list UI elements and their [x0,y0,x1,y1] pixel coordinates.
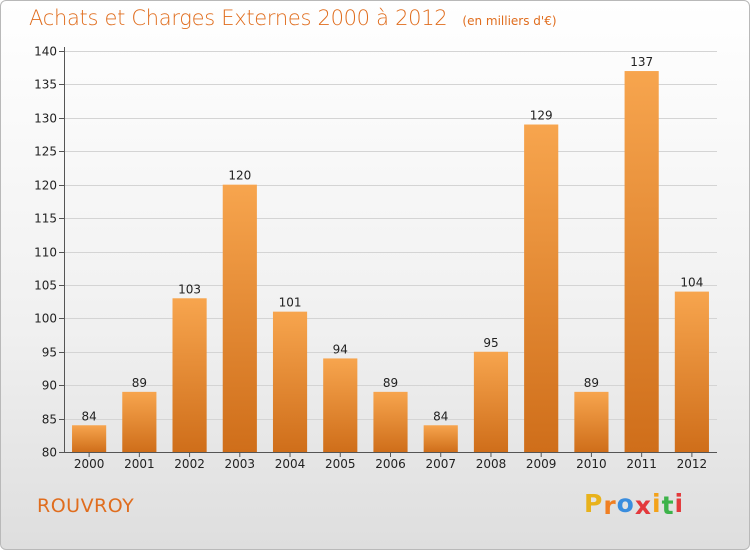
bar-value-label-2004: 101 [279,296,302,310]
bar-2001 [122,391,157,452]
x-tick-label-2010: 2010 [576,457,607,471]
x-tick-label-2002: 2002 [174,457,205,471]
x-tick-label-2009: 2009 [526,457,557,471]
bar-2009 [524,124,559,453]
bar-value-label-2001: 89 [132,376,147,390]
y-tick-label-90: 90 [42,379,57,393]
bar-value-label-2006: 89 [383,376,398,390]
y-tick-label-140: 140 [34,45,57,59]
bar-2005 [323,358,358,452]
logo-letter: x [634,491,652,520]
chart-title: Achats et Charges Externes 2000 à 2012 (… [29,6,557,30]
bar-value-label-2012: 104 [680,276,703,290]
bar-2000 [72,425,107,452]
logo-letter: i [674,489,685,518]
bar-2011 [624,71,659,453]
bar-2004 [272,311,308,452]
bar-2003 [222,184,257,452]
x-tick-label-2000: 2000 [74,457,105,471]
logo-letter: o [616,489,635,518]
x-tick-label-2005: 2005 [325,457,356,471]
y-tick-label-105: 105 [34,279,57,293]
bar-2012 [674,291,709,452]
x-tick-label-2006: 2006 [375,457,406,471]
x-tick-label-2007: 2007 [425,457,456,471]
bar-value-label-2008: 95 [483,336,498,350]
y-tick-label-120: 120 [34,179,57,193]
bar-value-label-2010: 89 [584,376,599,390]
bar-2008 [473,351,509,452]
bar-2007 [423,425,458,452]
y-tick-label-100: 100 [34,312,57,326]
bar-2006 [373,391,408,452]
x-tick-label-2011: 2011 [626,457,657,471]
bar-value-label-2000: 84 [81,409,96,423]
bar-value-label-2009: 129 [530,109,553,123]
x-tick-label-2003: 2003 [225,457,256,471]
y-tick-label-130: 130 [34,112,57,126]
y-tick-label-115: 115 [34,212,57,226]
y-tick-label-80: 80 [42,446,57,460]
bar-value-label-2005: 94 [333,342,348,356]
chart-unit-label: (en milliers d'€) [462,14,557,28]
bar-value-label-2007: 84 [433,409,448,423]
x-tick-label-2008: 2008 [476,457,507,471]
chart-title-text: Achats et Charges Externes 2000 à 2012 [29,6,448,30]
bar-2010 [574,391,609,452]
bar-value-label-2011: 137 [630,55,653,69]
x-tick-label-2004: 2004 [275,457,306,471]
proxiti-logo[interactable]: Proxiti [584,489,685,520]
x-tick-label-2012: 2012 [677,457,708,471]
bar-value-label-2003: 120 [228,169,251,183]
bar-2002 [172,298,207,452]
x-tick-label-2001: 2001 [124,457,155,471]
y-tick-label-135: 135 [34,78,57,92]
y-tick-label-95: 95 [42,346,57,360]
bar-value-label-2002: 103 [178,282,201,296]
y-tick-label-110: 110 [34,246,57,260]
logo-letter: t [661,491,675,520]
y-tick-label-85: 85 [42,413,57,427]
logo-letter: P [584,489,604,518]
town-name: ROUVROY [37,495,135,517]
logo-letter: i [652,489,662,518]
logo-letter: r [603,491,617,520]
y-tick-label-125: 125 [34,145,57,159]
